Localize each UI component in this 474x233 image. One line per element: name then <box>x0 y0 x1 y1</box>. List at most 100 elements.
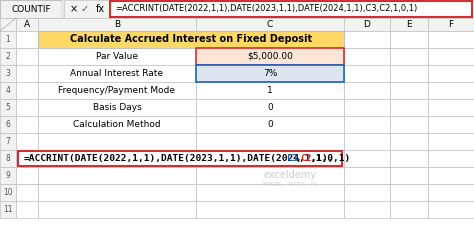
Bar <box>196 48 344 65</box>
Bar <box>0 184 16 201</box>
Text: 2: 2 <box>6 52 10 61</box>
Text: C: C <box>267 20 273 29</box>
Bar <box>428 82 474 99</box>
Bar <box>428 184 474 201</box>
Bar <box>344 201 390 218</box>
Bar <box>0 99 16 116</box>
Bar <box>196 99 344 116</box>
Bar <box>390 133 428 150</box>
Text: 8: 8 <box>6 154 10 163</box>
Text: Annual Interest Rate: Annual Interest Rate <box>71 69 164 78</box>
Text: COUNTIF: COUNTIF <box>11 4 51 14</box>
Bar <box>0 31 16 48</box>
Text: 7%: 7% <box>263 69 277 78</box>
Bar <box>18 151 342 166</box>
Bar <box>344 99 390 116</box>
Bar <box>428 48 474 65</box>
Bar <box>390 65 428 82</box>
Text: Calculate Accrued Interest on Fixed Deposit: Calculate Accrued Interest on Fixed Depo… <box>70 34 312 45</box>
Text: fx: fx <box>95 4 105 14</box>
Bar <box>0 82 16 99</box>
Bar <box>390 18 428 31</box>
Text: EXCEL · DATA · AI: EXCEL · DATA · AI <box>263 182 317 187</box>
Bar <box>38 150 196 167</box>
Text: 10: 10 <box>3 188 13 197</box>
Bar <box>0 150 16 167</box>
Text: C3: C3 <box>286 154 297 163</box>
Bar <box>390 167 428 184</box>
Text: ×: × <box>70 4 78 14</box>
Bar <box>38 31 196 48</box>
Bar <box>196 133 344 150</box>
Text: 11: 11 <box>3 205 13 214</box>
Bar <box>196 65 344 82</box>
Bar <box>390 31 428 48</box>
Bar <box>38 65 196 82</box>
Text: E: E <box>406 20 412 29</box>
Bar <box>0 201 16 218</box>
Bar <box>16 65 38 82</box>
Bar <box>16 184 38 201</box>
Bar <box>344 116 390 133</box>
Bar <box>344 48 390 65</box>
Bar <box>390 150 428 167</box>
Text: Frequency/Payment Mode: Frequency/Payment Mode <box>58 86 175 95</box>
Bar <box>64 0 110 18</box>
Text: =ACCRINT(DATE(2022,1,1),DATE(2023,1,1),DATE(2024,1,1),C3,C2,1,0,1): =ACCRINT(DATE(2022,1,1),DATE(2023,1,1),D… <box>115 4 417 14</box>
Bar <box>344 150 390 167</box>
Bar <box>38 18 196 31</box>
Bar <box>344 167 390 184</box>
Bar <box>428 18 474 31</box>
Bar <box>16 133 38 150</box>
Bar <box>0 18 16 31</box>
Bar <box>16 167 38 184</box>
Bar <box>390 99 428 116</box>
Text: Par Value: Par Value <box>96 52 138 61</box>
Text: =ACCRINT(DATE(2022,1,1),DATE(2023,1,1),DATE(2024,1,1),: =ACCRINT(DATE(2022,1,1),DATE(2023,1,1),D… <box>24 154 335 163</box>
Bar <box>344 18 390 31</box>
Bar <box>38 82 196 99</box>
Bar <box>38 99 196 116</box>
Bar <box>16 201 38 218</box>
Bar <box>390 184 428 201</box>
Text: 5: 5 <box>6 103 10 112</box>
Bar <box>0 167 16 184</box>
Text: 1: 1 <box>267 86 273 95</box>
Text: ✓: ✓ <box>81 4 89 14</box>
Bar <box>0 48 16 65</box>
Text: D: D <box>364 20 371 29</box>
Text: exceldemy: exceldemy <box>264 171 317 181</box>
Text: 7: 7 <box>6 137 10 146</box>
Text: 6: 6 <box>6 120 10 129</box>
Bar <box>16 99 38 116</box>
Text: 9: 9 <box>6 171 10 180</box>
Bar <box>390 116 428 133</box>
Text: 3: 3 <box>6 69 10 78</box>
Text: 1: 1 <box>6 35 10 44</box>
Bar <box>428 167 474 184</box>
Bar <box>428 31 474 48</box>
Bar <box>16 18 38 31</box>
Bar <box>344 65 390 82</box>
Bar <box>16 82 38 99</box>
Text: 4: 4 <box>6 86 10 95</box>
Bar <box>390 48 428 65</box>
Text: A: A <box>24 20 30 29</box>
Bar <box>196 31 344 48</box>
Bar <box>196 18 344 31</box>
Text: C2: C2 <box>301 154 312 163</box>
Bar <box>428 150 474 167</box>
Bar <box>344 184 390 201</box>
Bar <box>16 48 38 65</box>
Text: Basis Days: Basis Days <box>92 103 141 112</box>
Bar <box>196 201 344 218</box>
Bar <box>38 184 196 201</box>
Text: ,1,0,1): ,1,0,1) <box>310 154 350 163</box>
Bar <box>428 201 474 218</box>
Bar <box>38 48 196 65</box>
Bar <box>196 184 344 201</box>
Bar <box>390 82 428 99</box>
Bar <box>196 82 344 99</box>
Bar <box>16 116 38 133</box>
Bar <box>196 48 344 65</box>
